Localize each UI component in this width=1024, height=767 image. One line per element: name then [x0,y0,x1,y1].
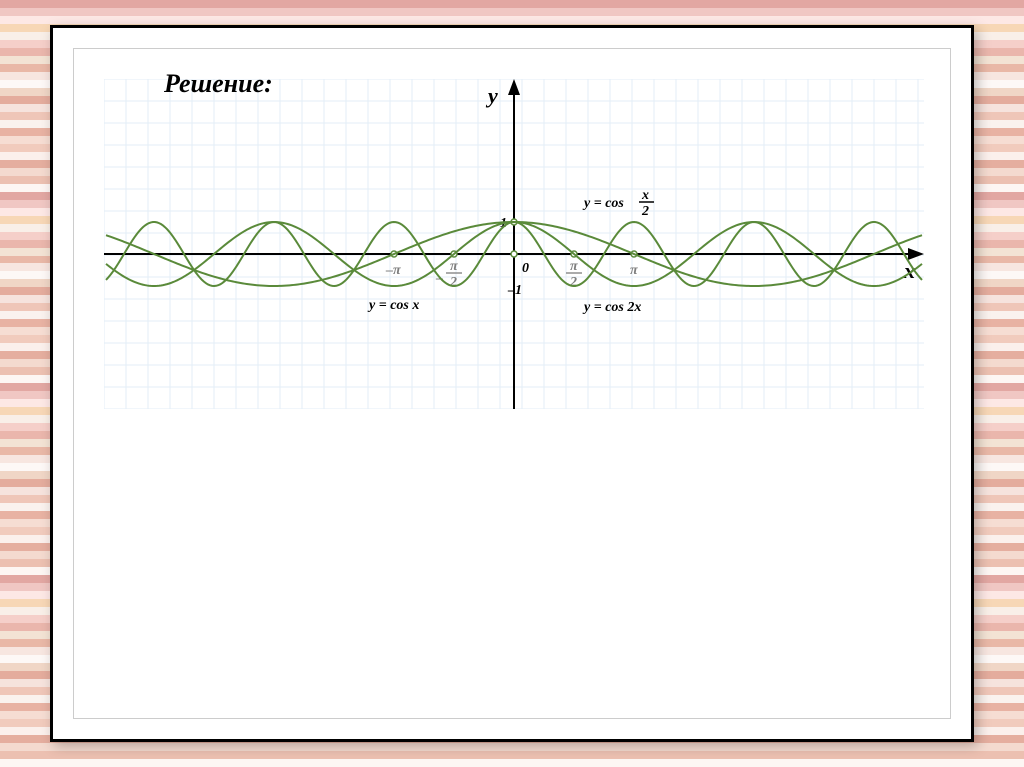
svg-text:π: π [630,263,638,278]
cosine-chart-svg: yx01–1–ππ–π2π2y = cos xy = cos 2xy = cos… [104,79,924,409]
svg-text:x: x [641,188,649,203]
slide-title-fragment: Решение: [164,69,273,99]
svg-text:y = cos x: y = cos x [367,298,419,313]
chart-area: Решение: yx01–1–ππ–π2π2y = cos xy = cos … [104,79,920,409]
svg-text:2: 2 [449,275,457,290]
svg-text:y = cos 2x: y = cos 2x [582,300,641,315]
svg-text:0: 0 [522,261,529,276]
svg-text:2: 2 [641,204,649,219]
svg-text:–1: –1 [507,283,522,298]
svg-text:π: π [570,259,578,274]
svg-text:2: 2 [569,275,577,290]
slide-frame: Решение: yx01–1–ππ–π2π2y = cos xy = cos … [50,25,974,742]
svg-text:y = cos: y = cos [582,196,624,211]
svg-text:–π: –π [385,263,401,278]
svg-text:y: y [485,83,498,108]
svg-text:π: π [450,259,458,274]
slide-inner: Решение: yx01–1–ππ–π2π2y = cos xy = cos … [73,48,951,719]
